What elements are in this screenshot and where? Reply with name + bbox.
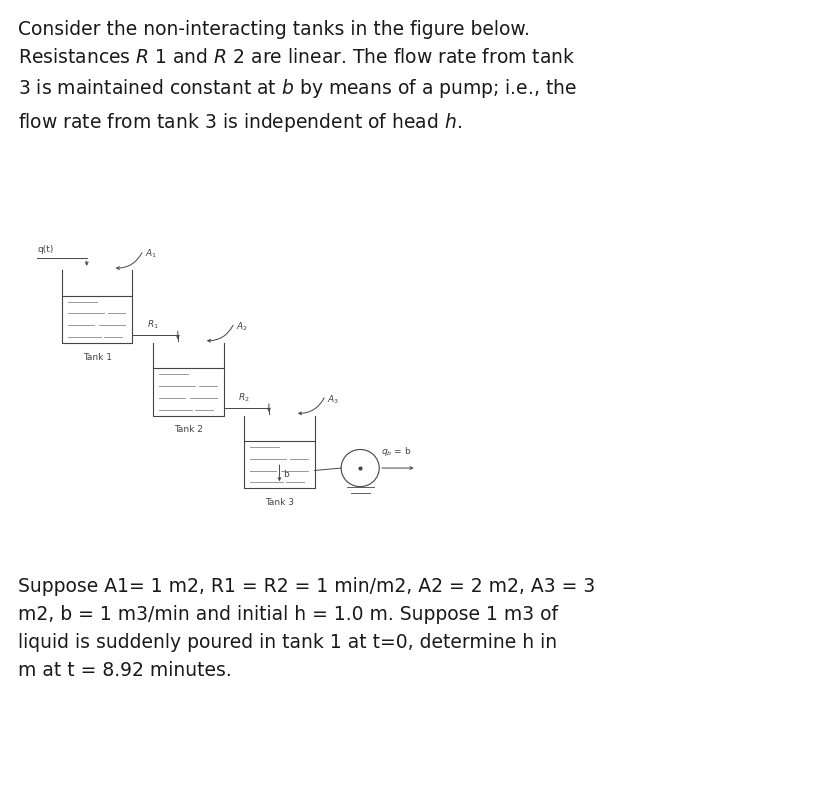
- Text: Consider the non-interacting tanks in the figure below.
Resistances $R$ 1 and $R: Consider the non-interacting tanks in th…: [18, 20, 576, 134]
- Text: b: b: [283, 470, 289, 479]
- Text: $R_2$: $R_2$: [238, 391, 250, 404]
- Text: $q_b$ = b: $q_b$ = b: [380, 445, 411, 458]
- Text: $A_3$: $A_3$: [327, 393, 339, 406]
- Text: $A_1$: $A_1$: [145, 248, 157, 261]
- Text: $A_2$: $A_2$: [236, 320, 248, 333]
- Text: Tank 2: Tank 2: [174, 425, 203, 434]
- Text: $R_1$: $R_1$: [147, 319, 159, 331]
- Text: Tank 1: Tank 1: [83, 353, 112, 362]
- Text: Tank 3: Tank 3: [265, 498, 294, 507]
- Text: Suppose A1= 1 m2, R1 = R2 = 1 min/m2, A2 = 2 m2, A3 = 3
m2, b = 1 m3/min and ini: Suppose A1= 1 m2, R1 = R2 = 1 min/m2, A2…: [18, 577, 595, 680]
- Text: q(t): q(t): [37, 245, 54, 254]
